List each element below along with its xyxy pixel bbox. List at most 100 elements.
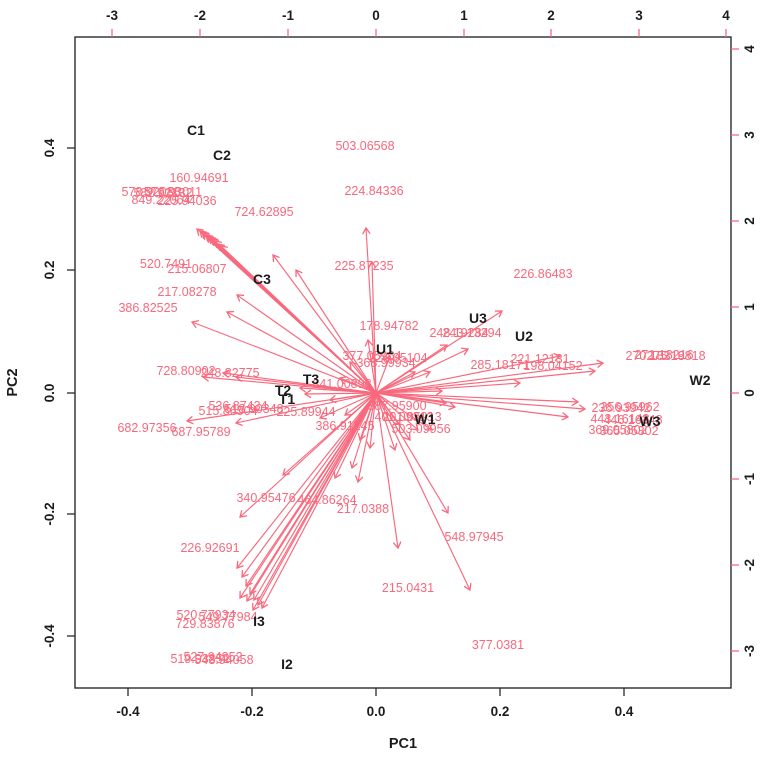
left-axis-tick-label: 0.0 — [42, 384, 57, 403]
right-axis-tick-label: 0 — [742, 389, 757, 397]
loading-arrow — [375, 347, 470, 394]
loading-label: 729.83876 — [175, 617, 234, 631]
loading-label: 225.94036 — [157, 194, 216, 208]
loading-label: 270.18316 — [625, 349, 684, 363]
loading-label: 527.94852 — [183, 650, 242, 664]
left-axis-tick-label: -0.2 — [42, 502, 57, 525]
bottom-axis-tick-label: 0.0 — [367, 704, 386, 719]
loading-arrow — [236, 392, 377, 569]
loading-arrows — [185, 226, 605, 612]
loading-label: 215.0431 — [382, 581, 434, 595]
score-label-W2: W2 — [690, 372, 711, 388]
loading-arrow — [375, 392, 580, 406]
loading-label: 724.62895 — [234, 205, 293, 219]
loading-arrow — [225, 310, 377, 394]
loading-arrow — [375, 370, 417, 394]
score-label-U3: U3 — [469, 310, 487, 326]
loading-arrow — [246, 392, 377, 603]
loading-arrow — [375, 392, 434, 431]
loading-arrow — [260, 392, 377, 610]
loading-arrow — [333, 392, 377, 480]
loading-label: 198.04152 — [523, 359, 582, 373]
loading-arrow — [375, 392, 411, 441]
loading-label: 226.86483 — [513, 267, 572, 281]
loading-label: 224.84336 — [344, 184, 403, 198]
loading-label: 243.13294 — [442, 326, 501, 340]
loading-label: 226.92691 — [180, 541, 239, 555]
loading-label: 226.05104 — [368, 351, 427, 365]
score-label-U2: U2 — [515, 328, 533, 344]
loading-label: 215.06807 — [167, 262, 226, 276]
loading-arrow — [298, 384, 377, 394]
loading-label: 682.97356 — [117, 421, 176, 435]
loading-arrow — [375, 392, 419, 431]
loading-label: 401.09313 — [374, 410, 433, 424]
loading-label: 369.05802 — [588, 423, 647, 437]
loading-arrow — [201, 373, 377, 394]
loading-label: 728.80902 — [156, 364, 215, 378]
score-label-C3: C3 — [253, 271, 271, 287]
loading-arrow — [375, 392, 449, 515]
left-axis-tick-label: 0.2 — [42, 261, 57, 280]
loading-label: 687.95789 — [171, 425, 230, 439]
loading-arrow — [295, 268, 377, 394]
loading-arrow — [375, 367, 597, 394]
loading-arrow — [303, 389, 377, 399]
loading-label: 464.86264 — [297, 493, 356, 507]
left-axis-tick-label: 0.4 — [42, 138, 57, 157]
loading-label: 576.93011 — [144, 185, 202, 199]
loading-label: 275.19818 — [646, 349, 705, 363]
x-axis-title: PC1 — [389, 736, 417, 752]
loading-arrow — [366, 392, 377, 450]
loading-label: 549.77984 — [198, 610, 257, 624]
loading-arrow — [375, 370, 432, 394]
score-label-U1: U1 — [376, 341, 394, 357]
loading-label: 248.82775 — [200, 366, 259, 380]
loading-arrow — [241, 392, 377, 578]
loading-arrow — [368, 260, 377, 394]
loading-label: 368.99934 — [356, 356, 415, 370]
loading-arrow — [364, 338, 377, 394]
loading-arrow — [253, 392, 377, 602]
loading-arrow — [239, 392, 377, 600]
loading-label: 849.22064 — [131, 193, 190, 207]
score-label-C2: C2 — [213, 147, 231, 163]
loading-label: 248.19284 — [429, 326, 488, 340]
right-axis-tick-label: -1 — [742, 473, 757, 485]
score-label-C1: C1 — [187, 122, 205, 138]
loading-label: 271.18216 — [634, 348, 693, 362]
loading-label: 236.93942 — [591, 401, 650, 415]
loading-arrow — [318, 392, 377, 420]
loading-label: 225.89944 — [276, 405, 335, 419]
loading-label: 582.92132 — [133, 186, 192, 200]
bottom-axis-tick-label: -0.4 — [116, 704, 140, 719]
right-axis-tick-label: 3 — [742, 131, 757, 139]
loading-arrow — [375, 392, 398, 452]
score-label-W1: W1 — [415, 411, 436, 427]
bottom-axis-tick-label: -0.2 — [240, 704, 263, 719]
loading-arrow — [210, 237, 377, 394]
loading-arrow — [328, 392, 377, 404]
loading-label: 217.08278 — [157, 285, 216, 299]
loading-arrow — [272, 254, 377, 394]
top-axis-tick-label: 4 — [722, 8, 730, 23]
loading-arrow — [375, 353, 562, 394]
loading-arrow — [349, 361, 377, 394]
loading-label: 340.95476 — [236, 491, 295, 505]
loading-arrow — [375, 392, 402, 550]
loading-arrow — [338, 376, 377, 394]
loading-label: 503.06568 — [335, 139, 394, 153]
loading-label: 518.90348 — [224, 402, 283, 416]
loading-label: 446.16348 — [603, 413, 662, 427]
loading-label: 365.05302 — [599, 424, 658, 438]
loading-arrow — [234, 392, 377, 426]
right-axis-tick-label: 2 — [742, 217, 757, 225]
top-axis-tick-label: 0 — [372, 8, 380, 23]
top-axis-tick-label: 1 — [460, 8, 468, 23]
loading-label: 160.94691 — [169, 171, 228, 185]
loading-arrow — [375, 354, 392, 394]
score-label-T2: T2 — [275, 382, 292, 398]
score-label-W3: W3 — [640, 413, 661, 429]
loading-label: 386.82525 — [118, 301, 177, 315]
